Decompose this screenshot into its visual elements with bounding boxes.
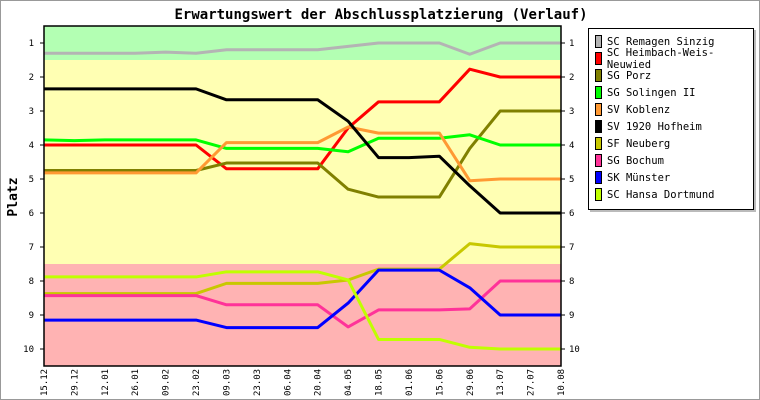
legend-swatch [595, 120, 602, 133]
legend-item: SF Neuberg [595, 135, 753, 152]
legend-label: SG Solingen II [607, 86, 696, 99]
legend-swatch [595, 52, 602, 65]
background-bands [44, 26, 561, 366]
y-tick-label-left: 5 [29, 175, 34, 185]
legend-label: SF Neuberg [607, 137, 671, 150]
x-axis-ticks: 15.12 29.12 12.01 26.01 09.02 23.02 09.03 23.03… [40, 369, 567, 396]
y-tick-label-left: 8 [29, 277, 34, 287]
legend-label: SV 1920 Hofheim [607, 120, 702, 133]
x-tick-label: 15.06 [435, 369, 445, 396]
y-tick-label-left: 6 [29, 209, 34, 219]
series-lines [43, 41, 561, 351]
y-tick-label-right: 6 [569, 209, 574, 219]
legend-swatch [595, 69, 602, 82]
legend-label: SG Porz [607, 69, 652, 82]
y-tick-label-left: 10 [23, 345, 34, 355]
legend-label: SV Koblenz [607, 103, 671, 116]
band-2 [44, 264, 561, 366]
series-line-7 [44, 279, 561, 329]
y-tick-label-right: 10 [569, 345, 580, 355]
x-tick-label: 09.03 [222, 369, 232, 396]
legend-label: SC Remagen Sinzig [607, 35, 715, 48]
y-tick-label-right: 7 [569, 243, 574, 253]
legend-item: SC Hansa Dortmund [595, 186, 753, 203]
x-tick-label: 29.06 [466, 369, 476, 396]
series-line-9 [44, 270, 561, 351]
series-line-8 [44, 268, 561, 330]
legend-item: SK Münster [595, 169, 753, 186]
series-line-4 [44, 125, 561, 183]
legend-swatch [595, 137, 602, 150]
series-line-0 [44, 41, 561, 56]
series-line-1 [44, 67, 561, 171]
legend-item: SV Koblenz [595, 101, 753, 118]
x-tick-label: 27.07 [527, 369, 537, 396]
y-tick-label-right: 5 [569, 175, 574, 185]
series-line-6 [44, 242, 561, 296]
legend-swatch [595, 35, 602, 48]
y-tick-label-right: 9 [569, 311, 574, 321]
x-tick-label: 13.07 [496, 369, 506, 396]
x-tick-label: 29.12 [70, 369, 80, 396]
y-tick-label-right: 1 [569, 39, 574, 49]
y-tick-label-left: 7 [29, 243, 34, 253]
legend-swatch [595, 154, 602, 167]
x-tick-label: 09.02 [162, 369, 172, 396]
series-line-2 [44, 109, 561, 199]
legend-label: SC Hansa Dortmund [607, 188, 715, 201]
legend-swatch [595, 171, 602, 184]
y-axis-ticks: 1 1 2 2 3 3 4 4 5 5 6 6 7 7 8 8 9 9 10 10 [23, 39, 580, 355]
y-tick-label-left: 4 [29, 141, 34, 151]
band-0 [44, 26, 561, 60]
legend-item: SC Heimbach-Weis-Neuwied [595, 47, 753, 71]
y-tick-label-right: 4 [569, 141, 574, 151]
y-tick-label-left: 2 [29, 73, 34, 83]
chart-title: Erwartungswert der Abschlussplatzierung … [174, 7, 587, 23]
x-tick-label: 20.04 [314, 369, 324, 396]
y-tick-label-right: 2 [569, 73, 574, 83]
x-tick-label: 23.03 [253, 369, 263, 396]
x-tick-label: 23.02 [192, 369, 202, 396]
y-axis-label: Platz [6, 177, 21, 216]
legend-label: SG Bochum [607, 154, 664, 167]
legend-label: SC Heimbach-Weis-Neuwied [606, 46, 715, 71]
legend-item: SC Remagen Sinzig [595, 33, 753, 50]
x-tick-label: 18.05 [375, 369, 385, 396]
legend-label: SK Münster [607, 171, 671, 184]
legend: SC Remagen Sinzig SC Heimbach-Weis-Neuwie… [588, 28, 754, 210]
y-tick-label-left: 1 [29, 39, 34, 49]
y-tick-label-right: 3 [569, 107, 574, 117]
legend-item: SV 1920 Hofheim [595, 118, 753, 135]
legend-item: SG Porz [595, 67, 753, 84]
series-line-3 [43, 133, 561, 154]
x-tick-label: 01.06 [405, 369, 415, 396]
series-line-5 [44, 87, 561, 215]
x-tick-label: 12.01 [101, 369, 111, 396]
legend-item: SG Solingen II [595, 84, 753, 101]
y-tick-label-right: 8 [569, 277, 574, 287]
x-tick-label: 06.04 [283, 369, 293, 396]
legend-swatch [595, 188, 602, 201]
legend-item: SG Bochum [595, 152, 753, 169]
x-tick-label: 26.01 [131, 369, 141, 396]
legend-swatch [595, 103, 602, 116]
legend-swatch [595, 86, 602, 99]
plot-frame [43, 25, 562, 367]
x-tick-label: 10.08 [557, 369, 567, 396]
x-tick-label: 04.05 [344, 369, 354, 396]
y-tick-label-left: 3 [29, 107, 34, 117]
y-tick-label-left: 9 [29, 311, 34, 321]
x-tick-label: 15.12 [40, 369, 50, 396]
